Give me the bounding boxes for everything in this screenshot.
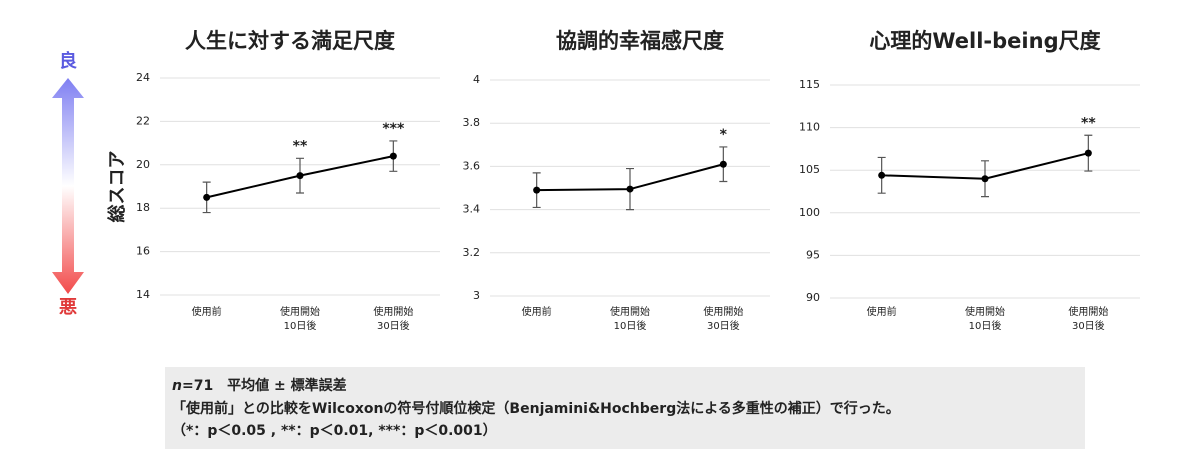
x-tick-label: 30日後: [377, 319, 410, 332]
x-tick-label: 10日後: [969, 319, 1002, 332]
x-tick-label: 使用開始: [373, 305, 413, 318]
note-box: [165, 367, 1085, 449]
y-tick-label: 3.2: [463, 246, 481, 259]
y-tick-label: 4: [473, 73, 480, 86]
x-tick-label: 使用前: [192, 305, 222, 318]
x-tick-label: 使用前: [867, 305, 897, 318]
y-tick-label: 115: [799, 78, 820, 91]
good-label: 良: [59, 50, 77, 72]
data-point: [203, 193, 211, 201]
y-tick-label: 3.4: [463, 203, 481, 216]
y-tick-label: 90: [806, 291, 820, 304]
y-tick-label: 22: [136, 114, 150, 127]
y-tick-label: 105: [799, 163, 820, 176]
scale-arrow: [52, 78, 84, 294]
data-point: [389, 152, 397, 160]
y-tick-label: 3: [473, 289, 480, 302]
chart-title: 協調的幸福感尺度: [556, 29, 724, 53]
y-tick-label: 16: [136, 245, 150, 258]
data-point: [533, 186, 541, 194]
x-tick-label: 使用開始: [965, 305, 1005, 318]
x-tick-label: 使用前: [522, 305, 552, 318]
y-tick-label: 100: [799, 206, 820, 219]
significance-label: ***: [382, 121, 405, 137]
x-tick-label: 使用開始: [1068, 305, 1108, 318]
note-line: n=71 平均値 ± 標準誤差: [172, 377, 347, 394]
significance-label: *: [720, 127, 728, 143]
y-tick-label: 20: [136, 158, 150, 171]
data-point: [1084, 149, 1092, 157]
note-line: 「使用前」との比較をWilcoxonの符号付順位検定（Benjamini&Hoc…: [172, 400, 900, 417]
x-tick-label: 使用開始: [610, 305, 650, 318]
data-point: [981, 175, 989, 183]
y-tick-label: 18: [136, 201, 150, 214]
y-tick-label: 14: [136, 288, 150, 301]
x-tick-label: 10日後: [284, 319, 317, 332]
y-tick-label: 95: [806, 248, 820, 261]
note-n: n: [172, 378, 182, 394]
data-point: [719, 160, 727, 168]
y-tick-label: 3.6: [463, 159, 481, 172]
y-tick-label: 24: [136, 71, 150, 84]
note-text: =71 平均値 ± 標準誤差: [182, 377, 347, 394]
significance-label: **: [1081, 115, 1096, 131]
x-tick-label: 使用開始: [280, 305, 320, 318]
x-tick-label: 30日後: [707, 319, 740, 332]
y-tick-label: 3.8: [463, 116, 481, 129]
significance-label: **: [293, 138, 308, 154]
data-point: [626, 185, 634, 193]
data-point: [878, 171, 886, 179]
y-axis-label: 総スコア: [106, 151, 128, 223]
bad-label: 悪: [59, 297, 77, 318]
y-tick-label: 110: [799, 121, 820, 134]
x-tick-label: 10日後: [614, 319, 647, 332]
note-line: （*：p＜0.05 , **：p＜0.01, ***：p＜0.001）: [172, 423, 497, 439]
x-tick-label: 使用開始: [703, 305, 743, 318]
data-point: [296, 172, 304, 180]
chart-title: 心理的Well-being尺度: [869, 29, 1100, 53]
x-tick-label: 30日後: [1072, 319, 1105, 332]
chart-title: 人生に対する満足尺度: [185, 29, 395, 53]
